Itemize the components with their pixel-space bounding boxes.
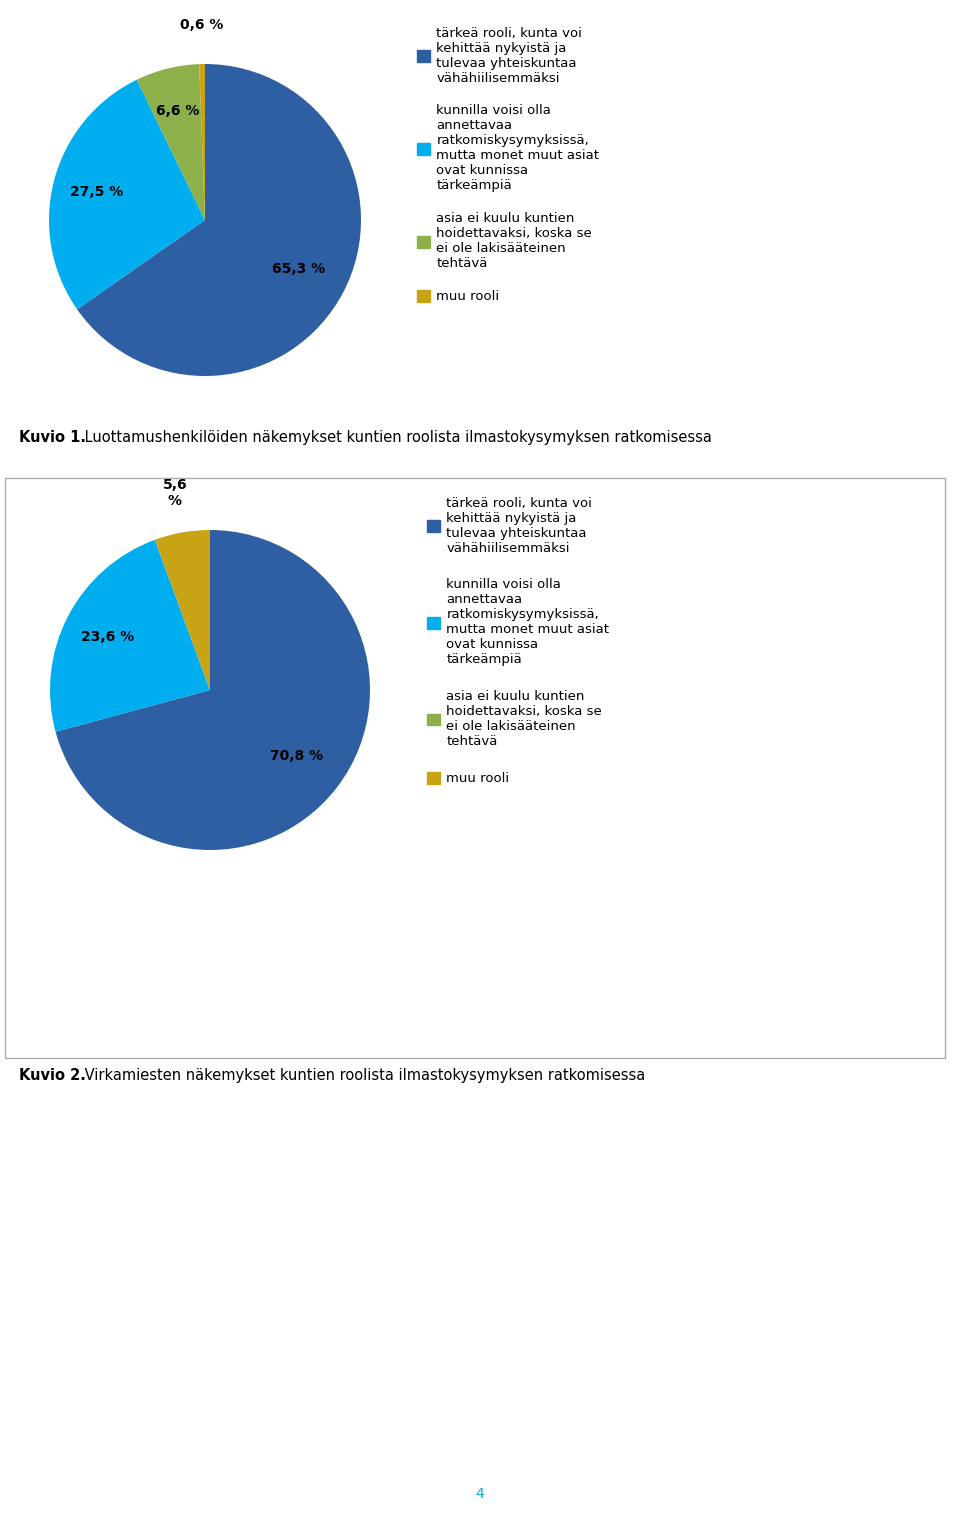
Text: 0,6 %: 0,6 % — [180, 18, 223, 32]
Wedge shape — [56, 530, 370, 850]
Legend: tärkeä rooli, kunta voi
kehittää nykyistä ja
tulevaa yhteiskuntaa
vähähiilisemmä: tärkeä rooli, kunta voi kehittää nykyist… — [417, 26, 599, 303]
Text: Kuvio 2.: Kuvio 2. — [19, 1069, 86, 1082]
Wedge shape — [155, 530, 210, 690]
Text: 27,5 %: 27,5 % — [70, 185, 123, 199]
Legend: tärkeä rooli, kunta voi
kehittää nykyistä ja
tulevaa yhteiskuntaa
vähähiilisemmä: tärkeä rooli, kunta voi kehittää nykyist… — [426, 496, 610, 785]
Text: 23,6 %: 23,6 % — [82, 631, 134, 645]
Wedge shape — [77, 64, 361, 377]
Wedge shape — [50, 540, 210, 732]
Text: 4: 4 — [475, 1487, 485, 1500]
Text: 65,3 %: 65,3 % — [273, 262, 325, 276]
Text: Kuvio 1.: Kuvio 1. — [19, 430, 86, 446]
Text: 6,6 %: 6,6 % — [156, 104, 200, 118]
Text: Luottamushenkilöiden näkemykset kuntien roolista ilmastokysymyksen ratkomisessa: Luottamushenkilöiden näkemykset kuntien … — [80, 430, 711, 446]
Wedge shape — [137, 64, 205, 220]
Wedge shape — [199, 64, 205, 220]
Wedge shape — [49, 80, 205, 309]
Text: 5,6
%: 5,6 % — [162, 478, 187, 508]
Text: Virkamiesten näkemykset kuntien roolista ilmastokysymyksen ratkomisessa: Virkamiesten näkemykset kuntien roolista… — [80, 1069, 645, 1082]
Text: 70,8 %: 70,8 % — [270, 749, 323, 762]
